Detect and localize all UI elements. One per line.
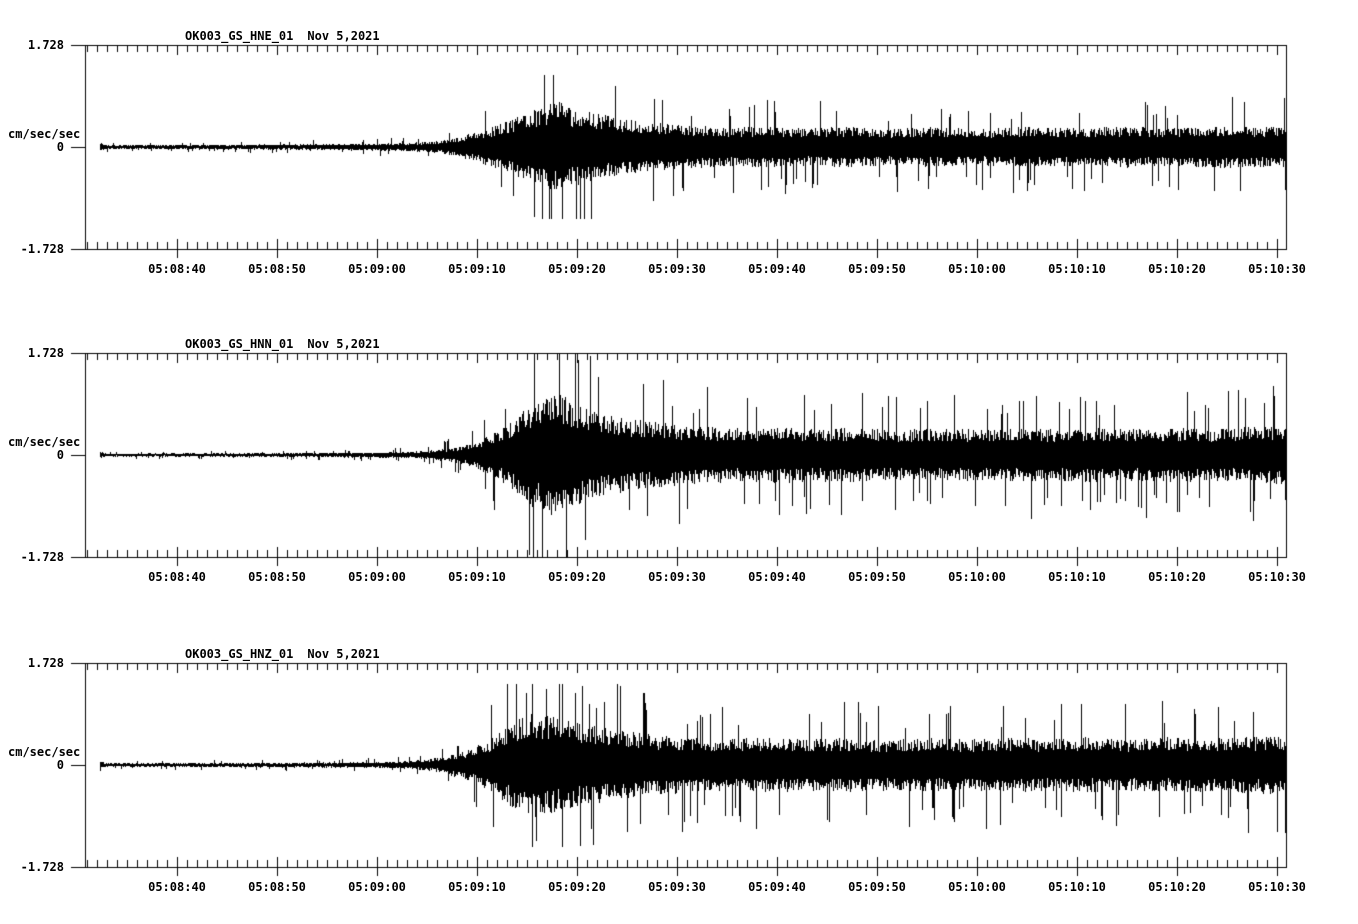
x-tick-label: 05:10:20 bbox=[1148, 880, 1206, 894]
x-tick-label: 05:10:30 bbox=[1248, 262, 1306, 276]
x-tick-label: 05:09:30 bbox=[648, 880, 706, 894]
plot-title: OK003_GS_HNE_01 Nov 5,2021 bbox=[185, 28, 394, 44]
x-tick-label: 05:08:50 bbox=[248, 880, 306, 894]
y-units-label: cm/sec/sec bbox=[8, 435, 81, 449]
y-zero-label: 0 bbox=[56, 758, 64, 772]
x-tick-label: 05:09:50 bbox=[848, 570, 906, 584]
x-tick-label: 05:09:30 bbox=[648, 262, 706, 276]
x-tick-label: 05:09:00 bbox=[348, 570, 406, 584]
x-tick-label: 05:09:20 bbox=[548, 880, 606, 894]
y-max-label: 1.728 bbox=[27, 346, 64, 360]
y-min-label: -1.728 bbox=[20, 860, 64, 874]
y-min-label: -1.728 bbox=[20, 242, 64, 256]
station-channel-label: OK003_GS_HNN_01 bbox=[185, 337, 294, 351]
x-tick-label: 05:08:40 bbox=[148, 880, 206, 894]
date-label: Nov 5,2021 bbox=[307, 337, 380, 351]
x-tick-label: 05:08:40 bbox=[148, 262, 206, 276]
station-channel-label: OK003_GS_HNE_01 bbox=[185, 29, 294, 43]
x-tick-label: 05:09:50 bbox=[848, 262, 906, 276]
y-max-label: 1.728 bbox=[27, 656, 64, 670]
x-tick-label: 05:10:10 bbox=[1048, 262, 1106, 276]
x-tick-label: 05:09:50 bbox=[848, 880, 906, 894]
plot-title: OK003_GS_HNZ_01 Nov 5,2021 bbox=[185, 646, 394, 662]
x-tick-label: 05:09:40 bbox=[748, 880, 806, 894]
x-tick-label: 05:10:30 bbox=[1248, 880, 1306, 894]
x-tick-label: 05:10:10 bbox=[1048, 570, 1106, 584]
y-units-label: cm/sec/sec bbox=[8, 127, 81, 141]
x-tick-label: 05:09:30 bbox=[648, 570, 706, 584]
x-tick-label: 05:09:20 bbox=[548, 570, 606, 584]
x-tick-label: 05:08:50 bbox=[248, 262, 306, 276]
station-channel-label: OK003_GS_HNZ_01 bbox=[185, 647, 294, 661]
x-tick-label: 05:10:00 bbox=[948, 880, 1006, 894]
x-tick-label: 05:10:10 bbox=[1048, 880, 1106, 894]
x-tick-label: 05:09:00 bbox=[348, 880, 406, 894]
x-tick-label: 05:09:40 bbox=[748, 570, 806, 584]
x-tick-label: 05:10:20 bbox=[1148, 262, 1206, 276]
x-tick-label: 05:10:20 bbox=[1148, 570, 1206, 584]
x-tick-label: 05:09:10 bbox=[448, 262, 506, 276]
x-tick-label: 05:09:10 bbox=[448, 570, 506, 584]
date-label: Nov 5,2021 bbox=[307, 647, 380, 661]
x-tick-label: 05:09:40 bbox=[748, 262, 806, 276]
time-axis-labels: 05:08:40 05:08:50 05:09:00 05:09:10 05:09:20… bbox=[0, 569, 1358, 587]
y-units-label: cm/sec/sec bbox=[8, 745, 81, 759]
y-max-label: 1.728 bbox=[27, 38, 64, 52]
x-tick-label: 05:10:30 bbox=[1248, 570, 1306, 584]
x-tick-label: 05:09:20 bbox=[548, 262, 606, 276]
x-tick-label: 05:09:00 bbox=[348, 262, 406, 276]
plot-title: OK003_GS_HNN_01 Nov 5,2021 bbox=[185, 336, 394, 352]
x-tick-label: 05:08:40 bbox=[148, 570, 206, 584]
x-tick-label: 05:08:50 bbox=[248, 570, 306, 584]
x-tick-label: 05:10:00 bbox=[948, 570, 1006, 584]
x-tick-label: 05:10:00 bbox=[948, 262, 1006, 276]
date-label: Nov 5,2021 bbox=[307, 29, 380, 43]
y-zero-label: 0 bbox=[56, 448, 64, 462]
time-axis-labels: 05:08:40 05:08:50 05:09:00 05:09:10 05:09:20… bbox=[0, 879, 1358, 897]
y-zero-label: 0 bbox=[56, 140, 64, 154]
time-axis-labels: 05:08:40 05:08:50 05:09:00 05:09:10 05:09:20… bbox=[0, 261, 1358, 279]
y-min-label: -1.728 bbox=[20, 550, 64, 564]
x-tick-label: 05:09:10 bbox=[448, 880, 506, 894]
